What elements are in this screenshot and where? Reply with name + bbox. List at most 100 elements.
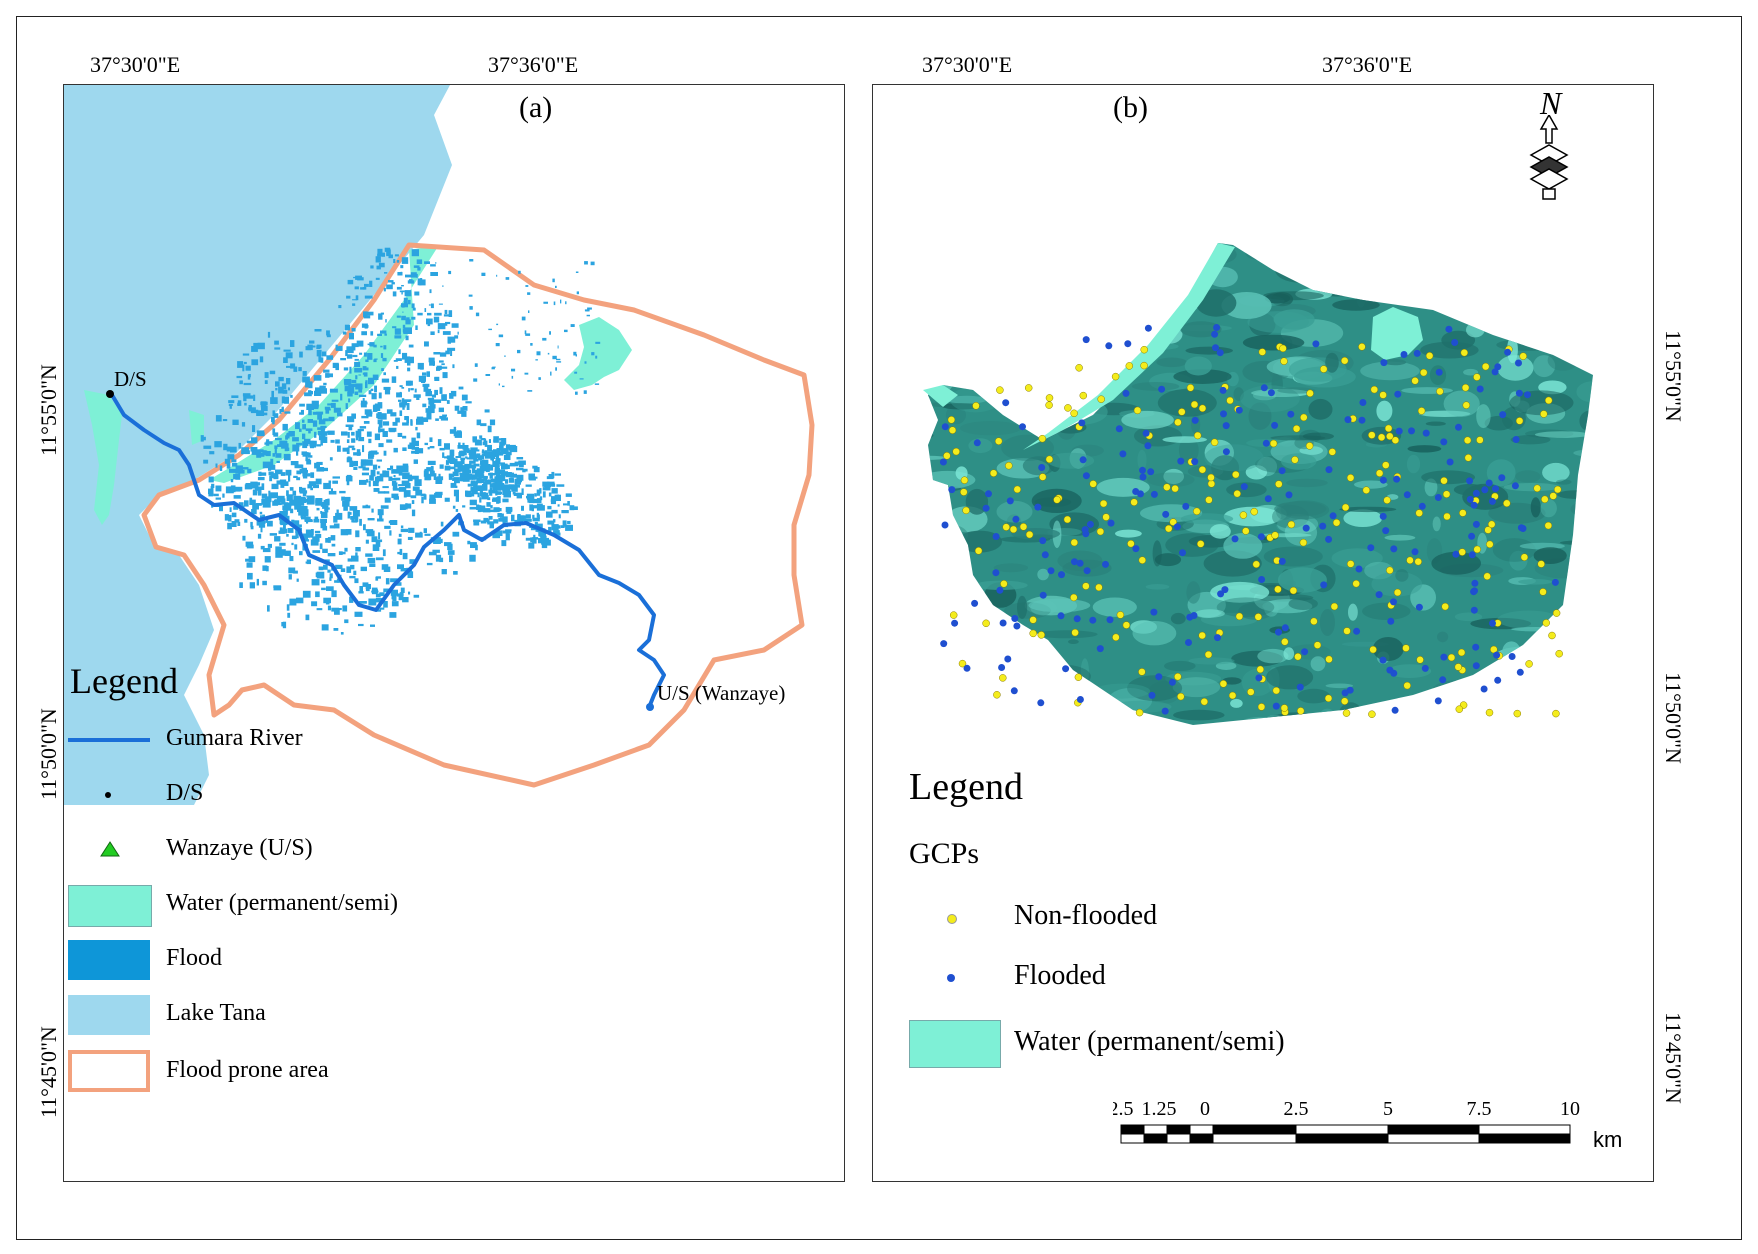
image-texture-blob <box>1163 468 1184 485</box>
flood-patch <box>465 473 473 479</box>
flood-patch <box>288 528 293 531</box>
flood-patch <box>359 518 362 526</box>
flood-patch <box>524 518 532 522</box>
upstream-label: U/S (Wanzaye) <box>657 681 786 705</box>
flood-patch <box>274 499 277 502</box>
image-texture-blob <box>1325 683 1353 689</box>
flood-patch <box>460 460 463 467</box>
flood-patch <box>475 449 480 452</box>
non-flooded-gcp <box>1247 688 1255 696</box>
flood-patch <box>231 521 237 527</box>
flood-patch <box>400 271 403 274</box>
flood-patch <box>370 450 378 455</box>
flood-patch <box>316 345 321 349</box>
flooded-gcp <box>1191 416 1199 424</box>
image-texture-blob <box>1263 291 1324 301</box>
flood-patch <box>428 357 435 363</box>
flood-patch <box>590 261 595 266</box>
flood-patch <box>498 474 506 482</box>
flood-patch <box>454 405 460 411</box>
flood-patch <box>278 530 285 534</box>
flood-patch <box>591 352 595 356</box>
non-flooded-gcp <box>1075 364 1083 372</box>
non-flooded-gcp <box>947 416 956 424</box>
flood-patch <box>382 486 389 489</box>
legend-a-item-water: Water (permanent/semi) <box>68 885 768 927</box>
flood-patch <box>279 511 285 515</box>
flood-patch <box>493 519 499 524</box>
flood-patch <box>264 372 269 378</box>
flood-patch <box>368 390 372 395</box>
flood-patch <box>266 462 271 467</box>
flood-patch <box>399 504 406 510</box>
flood-patch <box>358 394 367 397</box>
flood-patch <box>270 473 279 479</box>
flood-patch <box>431 394 436 398</box>
image-texture-blob <box>1145 584 1170 590</box>
flooded-gcp <box>1468 532 1476 540</box>
flood-patch <box>441 363 445 366</box>
image-texture-blob <box>978 717 987 725</box>
image-texture-blob <box>1599 313 1613 323</box>
flood-patch <box>375 539 383 543</box>
flooded-gcp <box>1434 494 1442 501</box>
flood-patch <box>292 437 299 442</box>
flood-patch <box>296 597 304 604</box>
flood-patch <box>228 400 235 404</box>
flood-patch <box>461 411 467 417</box>
flood-patch <box>374 385 377 393</box>
flood-patch <box>435 477 443 484</box>
flood-patch <box>426 562 433 566</box>
north-arrow: N <box>1523 85 1593 215</box>
flood-patch <box>399 402 403 406</box>
flood-patch <box>464 464 470 471</box>
non-flooded-gcp <box>1254 613 1263 621</box>
flood-patch <box>352 303 356 306</box>
flood-patch <box>267 331 271 338</box>
non-flooded-gcp <box>1402 644 1410 652</box>
flood-patch <box>442 452 445 458</box>
flooded-gcp <box>1440 438 1448 446</box>
flood-patch <box>417 267 421 271</box>
flood-patch <box>473 519 481 522</box>
flood-patch <box>327 430 335 435</box>
non-flooded-gcp <box>1252 560 1261 569</box>
flood-patch <box>289 487 294 491</box>
flood-patch <box>210 486 214 490</box>
flood-patch <box>315 534 322 538</box>
flood-patch <box>200 435 204 442</box>
flood-patch <box>550 371 552 376</box>
flood-patch <box>272 500 279 506</box>
flood-patch <box>430 465 434 472</box>
flood-patch <box>490 464 494 471</box>
flood-patch <box>380 330 387 334</box>
flood-patch <box>299 428 302 432</box>
flood-patch <box>392 591 398 595</box>
flooded-gcp <box>971 599 979 607</box>
non-flooded-gcp <box>1406 556 1414 565</box>
flood-patch <box>342 500 350 507</box>
flood-patch <box>450 390 457 397</box>
flood-patch <box>563 503 569 506</box>
flood-patch <box>495 458 501 461</box>
flood-patch <box>534 521 538 526</box>
flood-patch <box>560 525 565 528</box>
flood-patch <box>307 484 313 489</box>
flood-patch <box>491 450 496 456</box>
image-texture-blob <box>1092 597 1137 617</box>
image-texture-blob <box>1424 478 1438 497</box>
flood-patch <box>556 358 561 361</box>
flood-patch <box>376 406 381 411</box>
flood-patch <box>424 261 430 264</box>
flood-patch <box>378 532 381 540</box>
flood-patch <box>474 363 478 367</box>
flood-patch <box>331 590 337 598</box>
flooded-gcp <box>1471 587 1478 595</box>
flood-patch <box>281 406 284 412</box>
flood-patch <box>453 489 459 497</box>
non-flooded-gcp <box>1306 389 1314 398</box>
flood-patch <box>251 437 258 444</box>
flood-patch <box>333 523 340 529</box>
flood-patch <box>305 519 313 522</box>
flood-patch <box>489 419 496 426</box>
